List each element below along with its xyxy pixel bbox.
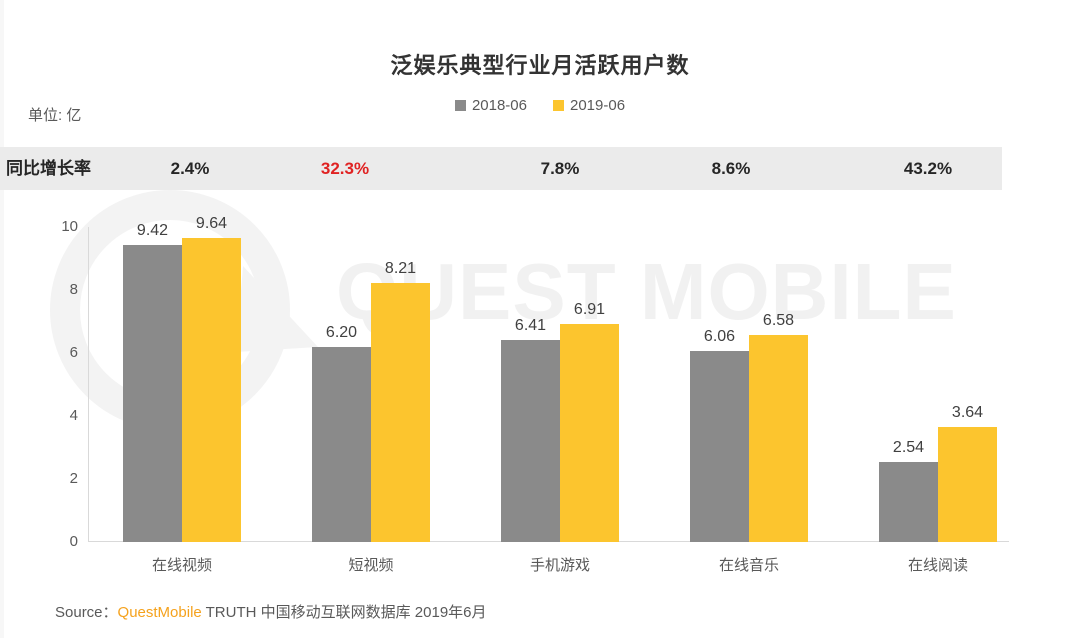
legend-label: 2019-06 bbox=[570, 97, 626, 114]
legend-item-2018-06: 2018-06 bbox=[454, 97, 527, 114]
bar-value-label: 3.64 bbox=[951, 404, 984, 422]
source-rest: TRUTH 中国移动互联网数据库 2019年6月 bbox=[201, 604, 487, 621]
x-axis-category-label: 手机游戏 bbox=[529, 557, 591, 574]
source-line: Source：QuestMobile TRUTH 中国移动互联网数据库 2019… bbox=[55, 601, 487, 622]
bar-value-label: 9.64 bbox=[195, 215, 228, 233]
bar-2018-06-手机游戏 bbox=[501, 340, 560, 542]
y-axis-tick-label: 0 bbox=[69, 533, 78, 550]
unit-label: 单位: 亿 bbox=[28, 107, 82, 124]
bar-2019-06-手机游戏 bbox=[560, 324, 619, 542]
x-axis-category-label: 短视频 bbox=[348, 557, 394, 574]
bar-value-label: 2.54 bbox=[892, 439, 925, 456]
bar-2018-06-在线阅读 bbox=[879, 462, 938, 542]
legend: 2018-06 2019-06 bbox=[0, 97, 1080, 114]
y-axis-tick-label: 2 bbox=[69, 470, 78, 487]
growth-rate-value: 8.6% bbox=[711, 159, 751, 178]
bar-value-label: 8.21 bbox=[384, 260, 417, 278]
page-edge-strip bbox=[0, 0, 4, 638]
growth-rate-band: 同比增长率 2.4% 32.3% 7.8% 8.6% 43.2% bbox=[0, 147, 1002, 190]
legend-swatch-icon bbox=[454, 100, 466, 111]
bar-2018-06-短视频 bbox=[312, 346, 371, 542]
bar-2018-06-在线音乐 bbox=[690, 351, 749, 542]
x-axis-category-label: 在线音乐 bbox=[718, 557, 780, 574]
bar-value-label: 6.20 bbox=[325, 323, 358, 341]
bar-2019-06-在线视频 bbox=[182, 238, 241, 542]
legend-item-2019-06: 2019-06 bbox=[553, 97, 625, 114]
chart-title: 泛娱乐典型行业月活跃用户数 bbox=[390, 53, 690, 78]
bar-value-label: 9.42 bbox=[136, 222, 169, 240]
growth-rate-value: 43.2% bbox=[903, 159, 953, 178]
bar-value-label: 6.41 bbox=[514, 317, 547, 335]
legend-swatch-icon bbox=[553, 100, 564, 111]
growth-rate-value: 7.8% bbox=[540, 159, 580, 178]
growth-rate-value: 2.4% bbox=[170, 159, 210, 178]
bar-value-label: 6.91 bbox=[573, 301, 606, 319]
growth-rate-value: 32.3% bbox=[320, 159, 370, 178]
bar-2019-06-短视频 bbox=[371, 283, 430, 542]
y-axis-tick-label: 6 bbox=[69, 344, 78, 361]
y-axis-line bbox=[88, 227, 89, 542]
y-axis-tick-label: 10 bbox=[61, 218, 78, 235]
legend-label: 2018-06 bbox=[471, 97, 527, 114]
source-prefix: Source： bbox=[55, 604, 118, 621]
growth-rate-row-label: 同比增长率 bbox=[6, 159, 91, 178]
source-brand: QuestMobile bbox=[117, 604, 202, 621]
x-axis-category-label: 在线视频 bbox=[151, 557, 213, 574]
bar-value-label: 6.06 bbox=[703, 328, 736, 346]
bar-2018-06-在线视频 bbox=[123, 245, 182, 542]
bar-2019-06-在线阅读 bbox=[938, 427, 997, 542]
bar-2019-06-在线音乐 bbox=[749, 334, 808, 542]
y-axis-tick-label: 4 bbox=[69, 407, 78, 424]
y-axis-tick-label: 8 bbox=[69, 281, 78, 298]
bar-value-label: 6.58 bbox=[762, 311, 795, 329]
x-axis-category-label: 在线阅读 bbox=[907, 557, 969, 574]
watermark-text: QUEST MOBILE bbox=[336, 247, 957, 336]
